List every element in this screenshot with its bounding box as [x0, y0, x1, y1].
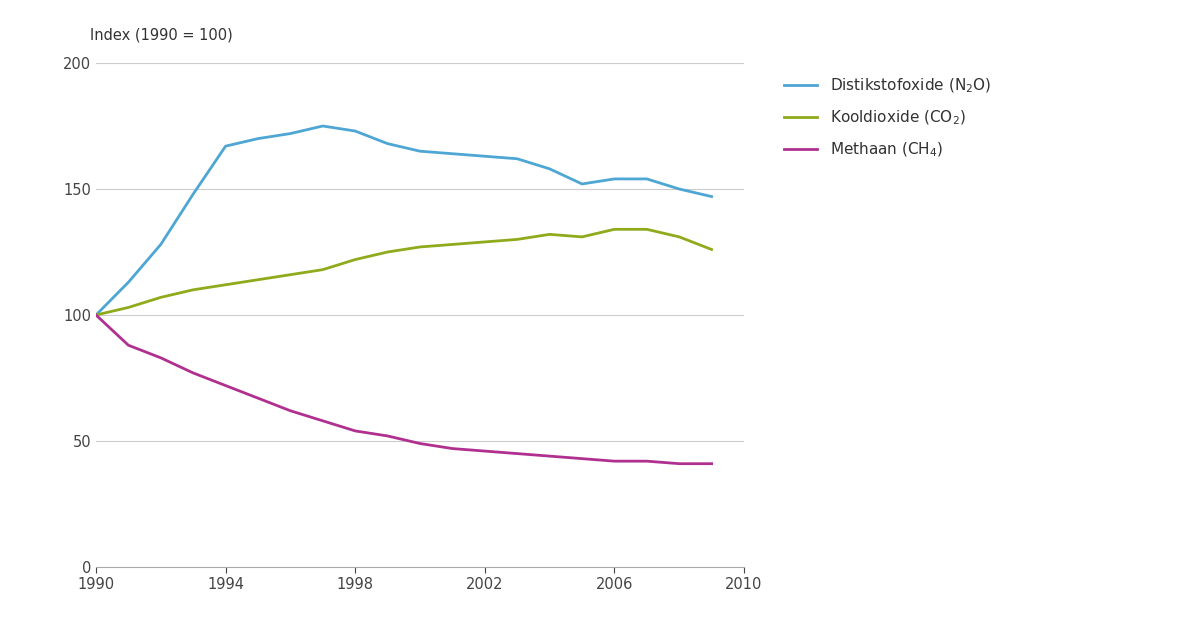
Text: Index (1990 = 100): Index (1990 = 100) [90, 28, 233, 43]
Legend: Distikstofoxide (N$_2$O), Kooldioxide (CO$_2$), Methaan (CH$_4$): Distikstofoxide (N$_2$O), Kooldioxide (C… [778, 71, 997, 166]
